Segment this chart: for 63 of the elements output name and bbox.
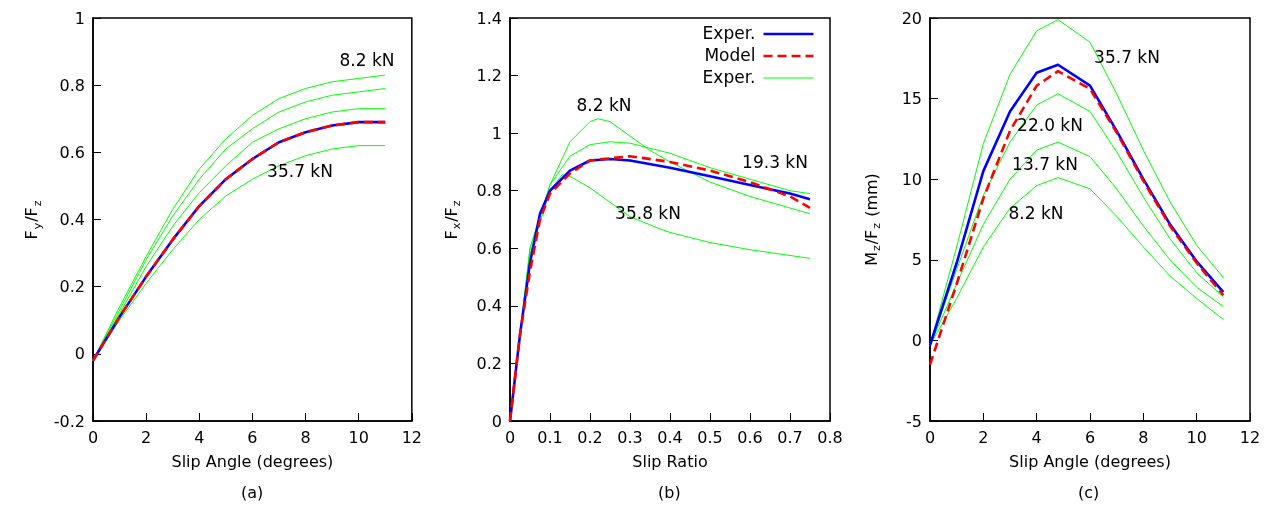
- annotation: 8.2 kN: [1008, 203, 1064, 223]
- y-tick-label: 20: [901, 8, 922, 28]
- x-axis-title: Slip Angle (degrees): [1009, 451, 1171, 471]
- y-tick-label: 1: [491, 123, 502, 143]
- legend-label: Exper.: [702, 22, 756, 43]
- y-tick-label: -5: [906, 411, 922, 431]
- y-tick-label: 0.8: [59, 75, 85, 95]
- x-tick-label: 0.7: [777, 427, 803, 447]
- x-axis-title: Slip Angle (degrees): [171, 451, 334, 471]
- y-axis-title: Mz/Fz (mm): [861, 173, 883, 266]
- y-tick-label: 0: [491, 411, 502, 431]
- x-tick-label: 0.8: [817, 427, 843, 447]
- y-tick-label: 0.4: [59, 210, 85, 229]
- y-axis-title: Fx/Fz: [441, 200, 463, 240]
- annotation: 22.0 kN: [1017, 115, 1083, 135]
- x-tick-label: 10: [1186, 427, 1207, 447]
- x-tick-label: 8: [300, 427, 311, 447]
- y-tick-label: 1.4: [476, 8, 502, 28]
- annotation: 35.7 kN: [267, 161, 333, 181]
- y-tick-label: 0.2: [59, 277, 85, 297]
- y-tick-label: -0.2: [53, 411, 85, 431]
- x-tick-label: 2: [978, 427, 989, 447]
- x-tick-label: 0: [87, 427, 99, 447]
- x-tick-label: 10: [348, 427, 369, 447]
- annotation: 19.3 kN: [742, 152, 808, 172]
- annotation: 8.2 kN: [576, 95, 632, 115]
- x-tick-label: 4: [194, 427, 205, 447]
- y-tick-label: 0: [911, 330, 922, 350]
- annotation: 8.2 kN: [339, 50, 395, 70]
- x-tick-label: 4: [1031, 427, 1042, 447]
- x-tick-label: 0.2: [577, 427, 603, 447]
- legend-label: Model: [704, 44, 756, 65]
- x-tick-label: 0.6: [737, 427, 763, 447]
- x-tick-label: 0.3: [617, 427, 643, 447]
- x-axis-title: Slip Ratio: [632, 451, 708, 471]
- y-tick-label: 0.4: [476, 296, 502, 316]
- legend-label: Exper.: [702, 66, 756, 87]
- y-tick-label: 1: [74, 8, 85, 28]
- x-tick-label: 2: [141, 427, 152, 447]
- x-tick-label: 12: [401, 427, 422, 447]
- x-tick-label: 0: [504, 427, 516, 447]
- x-tick-label: 0.5: [697, 427, 723, 447]
- x-tick-label: 0.1: [537, 427, 563, 447]
- x-tick-label: 0: [924, 427, 936, 447]
- text: (c): [1078, 482, 1100, 502]
- y-tick-label: 0.6: [59, 142, 85, 162]
- y-tick-label: 0.8: [476, 181, 502, 201]
- text: (b): [658, 482, 681, 502]
- annotation: 35.7 kN: [1094, 47, 1160, 67]
- x-tick-label: 0.4: [657, 427, 683, 447]
- y-tick-label: 1.2: [476, 66, 502, 86]
- y-tick-label: 10: [901, 169, 922, 189]
- text: (a): [241, 482, 264, 502]
- y-tick-label: 0: [74, 344, 85, 364]
- x-tick-label: 6: [1084, 427, 1096, 447]
- y-tick-label: 5: [911, 250, 922, 270]
- x-tick-label: 6: [247, 427, 258, 447]
- y-tick-label: 0.6: [476, 238, 502, 258]
- x-tick-label: 8: [1138, 427, 1149, 447]
- y-tick-label: 15: [901, 89, 922, 109]
- y-axis-title: Fy/Fz: [22, 200, 44, 240]
- y-tick-label: 0.2: [476, 353, 502, 373]
- x-tick-label: 12: [1239, 427, 1261, 447]
